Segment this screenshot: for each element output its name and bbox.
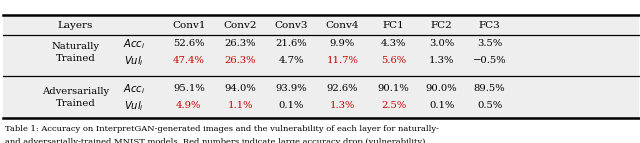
Text: 21.6%: 21.6% [275, 39, 307, 48]
Text: FC1: FC1 [383, 21, 404, 29]
Text: Table 1: Accuracy on InterpretGAN-generated images and the vulnerability of each: Table 1: Accuracy on InterpretGAN-genera… [5, 125, 439, 133]
Text: 26.3%: 26.3% [224, 56, 256, 65]
Text: 4.9%: 4.9% [176, 101, 202, 110]
Text: 52.6%: 52.6% [173, 39, 205, 48]
Text: 90.0%: 90.0% [426, 84, 458, 93]
Text: 90.1%: 90.1% [378, 84, 410, 93]
Text: 1.3%: 1.3% [429, 56, 454, 65]
Text: $Acc_i$: $Acc_i$ [124, 82, 145, 96]
Text: 3.5%: 3.5% [477, 39, 502, 48]
Text: −0.5%: −0.5% [473, 56, 506, 65]
Text: 3.0%: 3.0% [429, 39, 454, 48]
Text: 95.1%: 95.1% [173, 84, 205, 93]
Text: 47.4%: 47.4% [173, 56, 205, 65]
Text: 1.1%: 1.1% [227, 101, 253, 110]
Text: and adversarially-trained MNIST models. Red numbers indicate large accuracy drop: and adversarially-trained MNIST models. … [5, 138, 426, 143]
Text: Conv4: Conv4 [326, 21, 359, 29]
Text: 4.3%: 4.3% [381, 39, 406, 48]
Text: Conv1: Conv1 [172, 21, 205, 29]
Text: 0.1%: 0.1% [429, 101, 454, 110]
Text: Conv3: Conv3 [275, 21, 308, 29]
Text: 4.7%: 4.7% [278, 56, 304, 65]
Text: Adversarially
Trained: Adversarially Trained [42, 87, 109, 108]
Text: 93.9%: 93.9% [275, 84, 307, 93]
Text: $Acc_i$: $Acc_i$ [124, 37, 145, 50]
Text: 94.0%: 94.0% [224, 84, 256, 93]
Text: 5.6%: 5.6% [381, 56, 406, 65]
Text: 26.3%: 26.3% [224, 39, 256, 48]
Text: FC2: FC2 [431, 21, 452, 29]
Text: 89.5%: 89.5% [474, 84, 506, 93]
Text: $Vul_i$: $Vul_i$ [124, 99, 145, 113]
Text: 11.7%: 11.7% [326, 56, 358, 65]
Text: 92.6%: 92.6% [326, 84, 358, 93]
Text: 1.3%: 1.3% [330, 101, 355, 110]
Text: 9.9%: 9.9% [330, 39, 355, 48]
Text: 0.1%: 0.1% [278, 101, 304, 110]
Text: Conv2: Conv2 [223, 21, 257, 29]
Text: Layers: Layers [58, 21, 93, 29]
Text: $Vul_i$: $Vul_i$ [124, 54, 145, 68]
Bar [3, 15, 639, 118]
Text: 2.5%: 2.5% [381, 101, 406, 110]
Text: FC3: FC3 [479, 21, 500, 29]
Text: Naturally
Trained: Naturally Trained [51, 42, 100, 63]
Text: 0.5%: 0.5% [477, 101, 502, 110]
